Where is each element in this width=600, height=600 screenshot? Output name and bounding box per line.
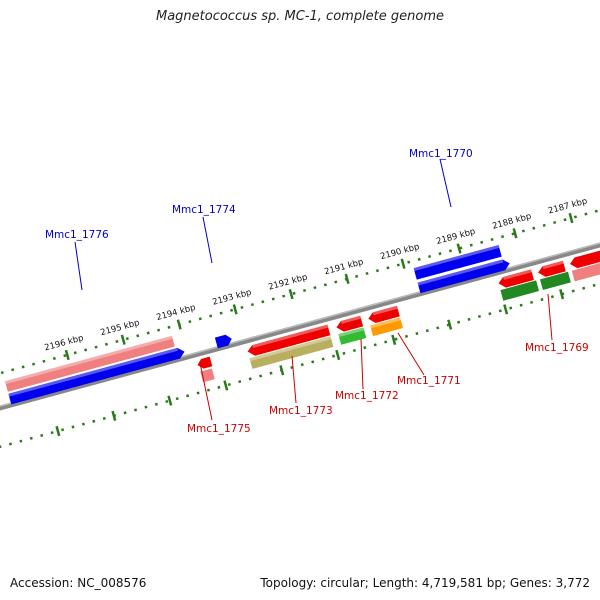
gene-mmc1-1768[interactable] [537, 260, 566, 279]
genome-backbone [0, 222, 600, 417]
gene-mmc1-1769-green-a[interactable] [500, 280, 540, 301]
leader-mmc1-1773 [291, 355, 297, 404]
ruler-label-2194: 2194 kbp [155, 303, 196, 323]
gene-mmc1-1775-a[interactable] [196, 356, 213, 370]
gene-mmc1-1776[interactable] [8, 346, 186, 405]
gene-label-mmc1-1775[interactable]: Mmc1_1775 [187, 423, 251, 435]
gene-label-mmc1-1772[interactable]: Mmc1_1772 [335, 390, 399, 402]
ruler-label-2193: 2193 kbp [211, 288, 252, 308]
ruler-upper [0, 191, 600, 383]
gene-mmc1-1770-b[interactable] [417, 258, 512, 294]
ruler-label-2192: 2192 kbp [267, 272, 308, 292]
gene-label-mmc1-1770[interactable]: Mmc1_1770 [409, 148, 473, 160]
leader-mmc1-1776 [74, 241, 83, 291]
gene-mmc1-1770-a[interactable] [413, 245, 502, 280]
ruler-upper-major-ticks [64, 212, 574, 361]
gene-mmc1-1772-green[interactable] [338, 327, 367, 345]
ruler-lower [0, 259, 600, 452]
ruler-label-2188: 2188 kbp [491, 212, 532, 232]
leader-mmc1-1772 [360, 338, 364, 390]
ruler-label-2196: 2196 kbp [43, 333, 84, 353]
map-title: Magnetococcus sp. MC-1, complete genome [155, 9, 445, 24]
gene-mmc1-1771-orange[interactable] [370, 317, 403, 337]
ruler-label-2190: 2190 kbp [379, 242, 420, 262]
gene-mmc1-1774[interactable] [214, 333, 233, 349]
genome-summary-text: Topology: circular; Length: 4,719,581 bp… [260, 576, 590, 590]
gene-mmc1-1775-b[interactable] [200, 368, 215, 383]
gene-highlights [4, 245, 564, 397]
accession-text: Accession: NC_008576 [10, 576, 147, 590]
ruler-label-2191: 2191 kbp [323, 257, 364, 277]
leader-mmc1-1769 [547, 293, 553, 341]
gene-mmc1-1767[interactable] [569, 246, 600, 270]
leader-mmc1-1774 [202, 216, 213, 264]
ruler-label-2195: 2195 kbp [99, 318, 140, 338]
gene-mmc1-1773[interactable] [246, 324, 331, 358]
gene-label-mmc1-1771[interactable]: Mmc1_1771 [397, 375, 461, 387]
gene-mmc1-1768-green[interactable] [539, 271, 571, 290]
gene-mmc1-1769-a[interactable] [497, 269, 534, 289]
leader-mmc1-1771 [397, 332, 425, 376]
gene-mmc1-1771[interactable] [367, 305, 400, 325]
leader-mmc1-1770 [439, 158, 452, 208]
ruler-label-2187: 2187 kbp [547, 196, 588, 216]
gene-label-mmc1-1773[interactable]: Mmc1_1773 [269, 405, 333, 417]
gene-mmc1-1772[interactable] [335, 315, 364, 333]
gene-label-mmc1-1774[interactable]: Mmc1_1774 [172, 204, 236, 216]
gene-mmc1-1773-olive[interactable] [249, 336, 334, 369]
gene-mmc1-1767-pink[interactable] [571, 257, 600, 282]
gene-label-mmc1-1776[interactable]: Mmc1_1776 [45, 229, 109, 241]
gene-label-mmc1-1769[interactable]: Mmc1_1769 [525, 342, 589, 354]
gene-mmc1-1776-pink[interactable] [4, 335, 175, 392]
ruler-lower-major-ticks [55, 289, 565, 437]
leader-mmc1-1775 [199, 362, 213, 421]
ruler-label-2189: 2189 kbp [435, 227, 476, 247]
